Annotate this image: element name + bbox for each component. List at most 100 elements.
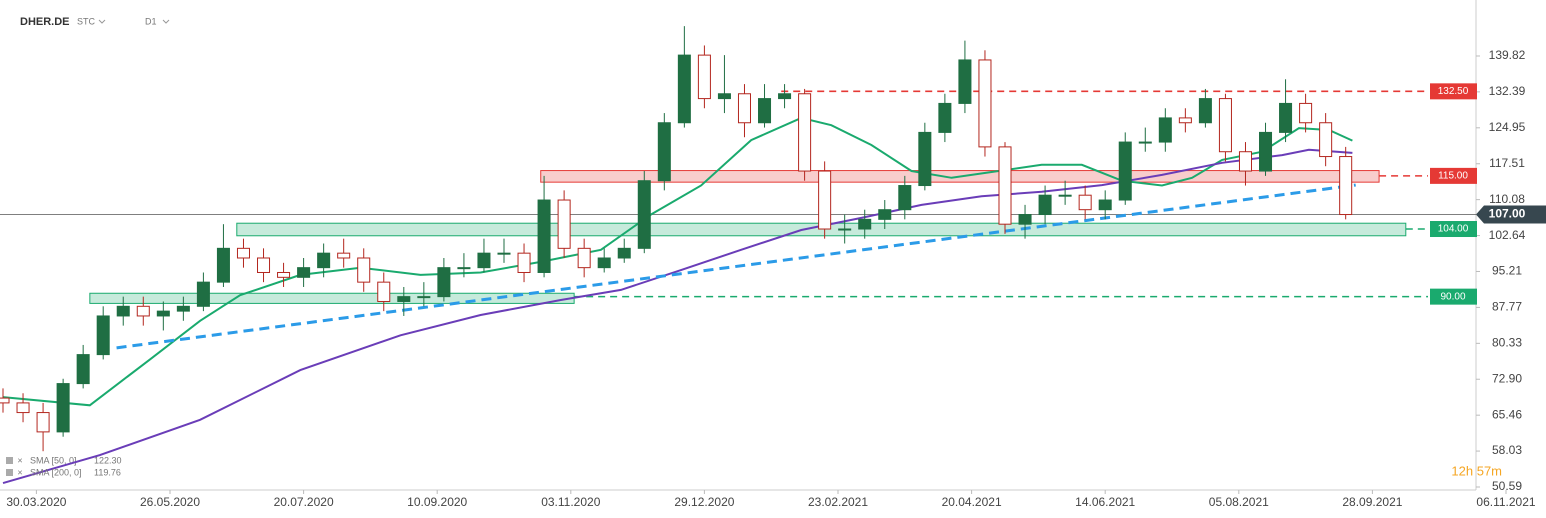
y-tick-label: 58.03 bbox=[1492, 443, 1522, 457]
sma-line bbox=[2, 148, 1353, 485]
candle-body bbox=[1238, 151, 1252, 172]
level-tag bbox=[1430, 288, 1477, 305]
x-tick-label: 28.09.2021 bbox=[1342, 495, 1402, 509]
candle-body bbox=[677, 54, 691, 124]
legend-value: 119.76 bbox=[94, 467, 121, 477]
candle-body bbox=[798, 93, 812, 172]
candle-body bbox=[1058, 194, 1072, 197]
y-tick-label: 110.08 bbox=[1489, 192, 1525, 206]
candle-body bbox=[397, 296, 411, 302]
level-tag bbox=[1430, 221, 1477, 238]
candle-body bbox=[958, 59, 972, 104]
candle-body bbox=[657, 122, 671, 182]
candle-body bbox=[136, 305, 150, 317]
x-tick-label: 05.08.2021 bbox=[1209, 495, 1269, 509]
candle-body bbox=[1018, 214, 1032, 225]
sma-line bbox=[2, 116, 1353, 407]
legend-name: SMA [200, 0] bbox=[30, 467, 82, 477]
candle-body bbox=[1178, 117, 1192, 124]
y-tick-label: 117.51 bbox=[1489, 156, 1525, 170]
y-tick-label: 72.90 bbox=[1492, 371, 1522, 385]
candle-body bbox=[998, 146, 1012, 225]
x-tick-label: 03.11.2020 bbox=[541, 495, 600, 509]
candle-body bbox=[1098, 199, 1112, 211]
candle-body bbox=[778, 93, 792, 100]
candle-body bbox=[858, 218, 872, 230]
candle-body bbox=[878, 209, 892, 220]
candle-body bbox=[898, 185, 912, 211]
y-tick-label: 87.77 bbox=[1492, 300, 1522, 314]
candle-body bbox=[477, 252, 491, 269]
candle-body bbox=[1319, 122, 1333, 158]
candle-body bbox=[176, 305, 190, 312]
candle-body bbox=[156, 310, 170, 317]
legend-close[interactable]: × bbox=[17, 455, 22, 465]
level-label: 104.00 bbox=[1438, 224, 1469, 235]
candle-body bbox=[96, 315, 110, 356]
candle-body bbox=[1339, 156, 1353, 216]
x-tick-label: 14.06.2021 bbox=[1075, 495, 1135, 509]
candle-body bbox=[1078, 194, 1092, 211]
candle-body bbox=[216, 247, 230, 283]
x-tick-label: 06.11.2021 bbox=[1476, 495, 1535, 509]
candle-body bbox=[497, 252, 511, 255]
candle-body bbox=[938, 102, 952, 133]
candle-body bbox=[1198, 98, 1212, 124]
candle-body bbox=[417, 296, 431, 299]
candle-body bbox=[1038, 194, 1052, 216]
x-tick-label: 30.03.2020 bbox=[6, 495, 66, 509]
x-tick-label: 23.02.2021 bbox=[808, 495, 868, 509]
candle-body bbox=[1138, 141, 1152, 144]
symbol[interactable]: DHER.DE bbox=[20, 16, 70, 28]
candle-body bbox=[337, 252, 351, 259]
candle-body bbox=[537, 199, 551, 273]
candle-body bbox=[617, 247, 631, 259]
candle-body bbox=[978, 59, 992, 148]
candle-body bbox=[637, 180, 651, 249]
candle-body bbox=[1299, 102, 1313, 124]
candle-body bbox=[76, 354, 90, 385]
countdown: 12h 57m bbox=[1451, 463, 1502, 478]
candle-body bbox=[437, 267, 451, 298]
candle-body bbox=[16, 402, 30, 414]
candle-body bbox=[1218, 98, 1232, 153]
dropdown-icon[interactable] bbox=[162, 19, 170, 24]
candle-body bbox=[257, 257, 271, 273]
y-tick-label: 124.95 bbox=[1489, 120, 1526, 134]
candle-body bbox=[236, 247, 250, 259]
y-tick-label: 50.59 bbox=[1492, 479, 1522, 493]
level-tag bbox=[1430, 83, 1477, 100]
level-label: 90.00 bbox=[1440, 291, 1465, 302]
interval[interactable]: D1 bbox=[145, 16, 157, 26]
x-tick-label: 10.09.2020 bbox=[407, 495, 467, 509]
candle-body bbox=[196, 281, 210, 307]
candle-body bbox=[737, 93, 751, 124]
instrument-type[interactable]: STC bbox=[77, 16, 96, 26]
trendline bbox=[116, 183, 1356, 350]
candle-body bbox=[517, 252, 531, 273]
candle-body bbox=[577, 247, 591, 269]
candle-body bbox=[277, 271, 291, 278]
candle-body bbox=[557, 199, 571, 249]
candle-body bbox=[317, 252, 331, 269]
candle-body bbox=[1259, 131, 1273, 172]
legend-name: SMA [50, 0] bbox=[30, 455, 77, 465]
last-price-label: 107.00 bbox=[1489, 207, 1526, 221]
y-tick-label: 65.46 bbox=[1492, 407, 1522, 421]
y-tick-label: 95.21 bbox=[1492, 264, 1522, 278]
candle-body bbox=[597, 257, 611, 269]
last-price-tag bbox=[1476, 205, 1546, 224]
candle-body bbox=[0, 397, 10, 404]
legend-close[interactable]: × bbox=[17, 467, 22, 477]
candle-body bbox=[377, 281, 391, 302]
candle-body bbox=[818, 170, 832, 230]
x-tick-label: 20.04.2021 bbox=[942, 495, 1002, 509]
legend-icon bbox=[6, 469, 13, 476]
candle-body bbox=[36, 412, 50, 433]
candle-body bbox=[758, 98, 772, 124]
candle-body bbox=[697, 54, 711, 100]
legend-value: 122.30 bbox=[94, 455, 122, 465]
dropdown-icon[interactable] bbox=[98, 19, 106, 24]
